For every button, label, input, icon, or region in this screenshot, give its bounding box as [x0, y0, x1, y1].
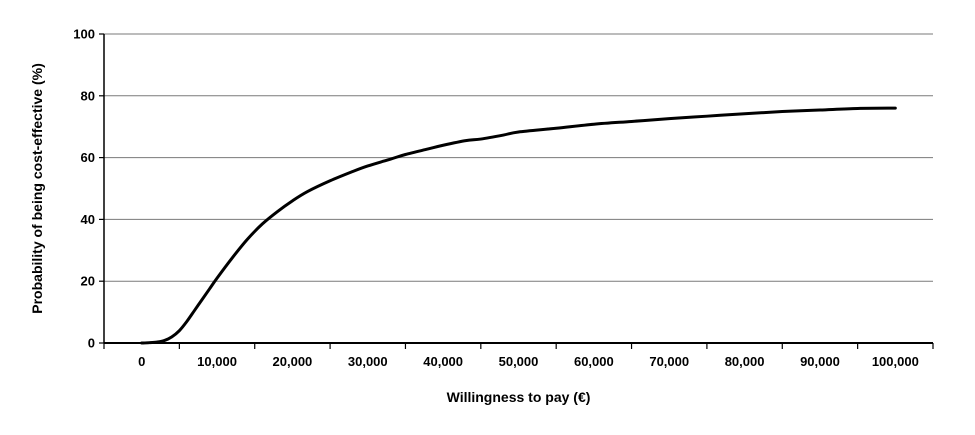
- gridlines: [104, 33, 933, 282]
- y-tick-label: 40: [81, 212, 95, 227]
- y-axis-title: Probability of being cost-effective (%): [29, 63, 45, 313]
- x-tick-labels: 0 10,000 20,000 30,000 40,000 50,000 60,000 70,…: [138, 354, 919, 369]
- x-tick-label: 50,000: [499, 354, 539, 369]
- x-tick-label: 30,000: [348, 354, 388, 369]
- series-line-0: [140, 106, 897, 345]
- y-tick-label: 80: [81, 88, 95, 103]
- x-tick-label: 80,000: [725, 354, 765, 369]
- x-tick-label: 10,000: [197, 354, 237, 369]
- axes: [99, 33, 934, 349]
- x-tick-label: 40,000: [423, 354, 463, 369]
- y-tick-label: 20: [81, 274, 95, 289]
- y-tick-label: 0: [88, 336, 95, 351]
- y-tick-labels: 0 20 40 60 80 100: [73, 27, 95, 351]
- x-tick-label: 20,000: [273, 354, 313, 369]
- y-tick-label: 60: [81, 150, 95, 165]
- x-tick-label: 60,000: [574, 354, 614, 369]
- x-tick-label: 90,000: [800, 354, 840, 369]
- x-tick-label: 0: [138, 354, 145, 369]
- x-tick-label: 100,000: [872, 354, 919, 369]
- x-axis-title: Willingness to pay (€): [447, 389, 591, 405]
- series-layer: [140, 106, 897, 345]
- x-tick-label: 70,000: [649, 354, 689, 369]
- y-tick-label: 100: [73, 27, 95, 42]
